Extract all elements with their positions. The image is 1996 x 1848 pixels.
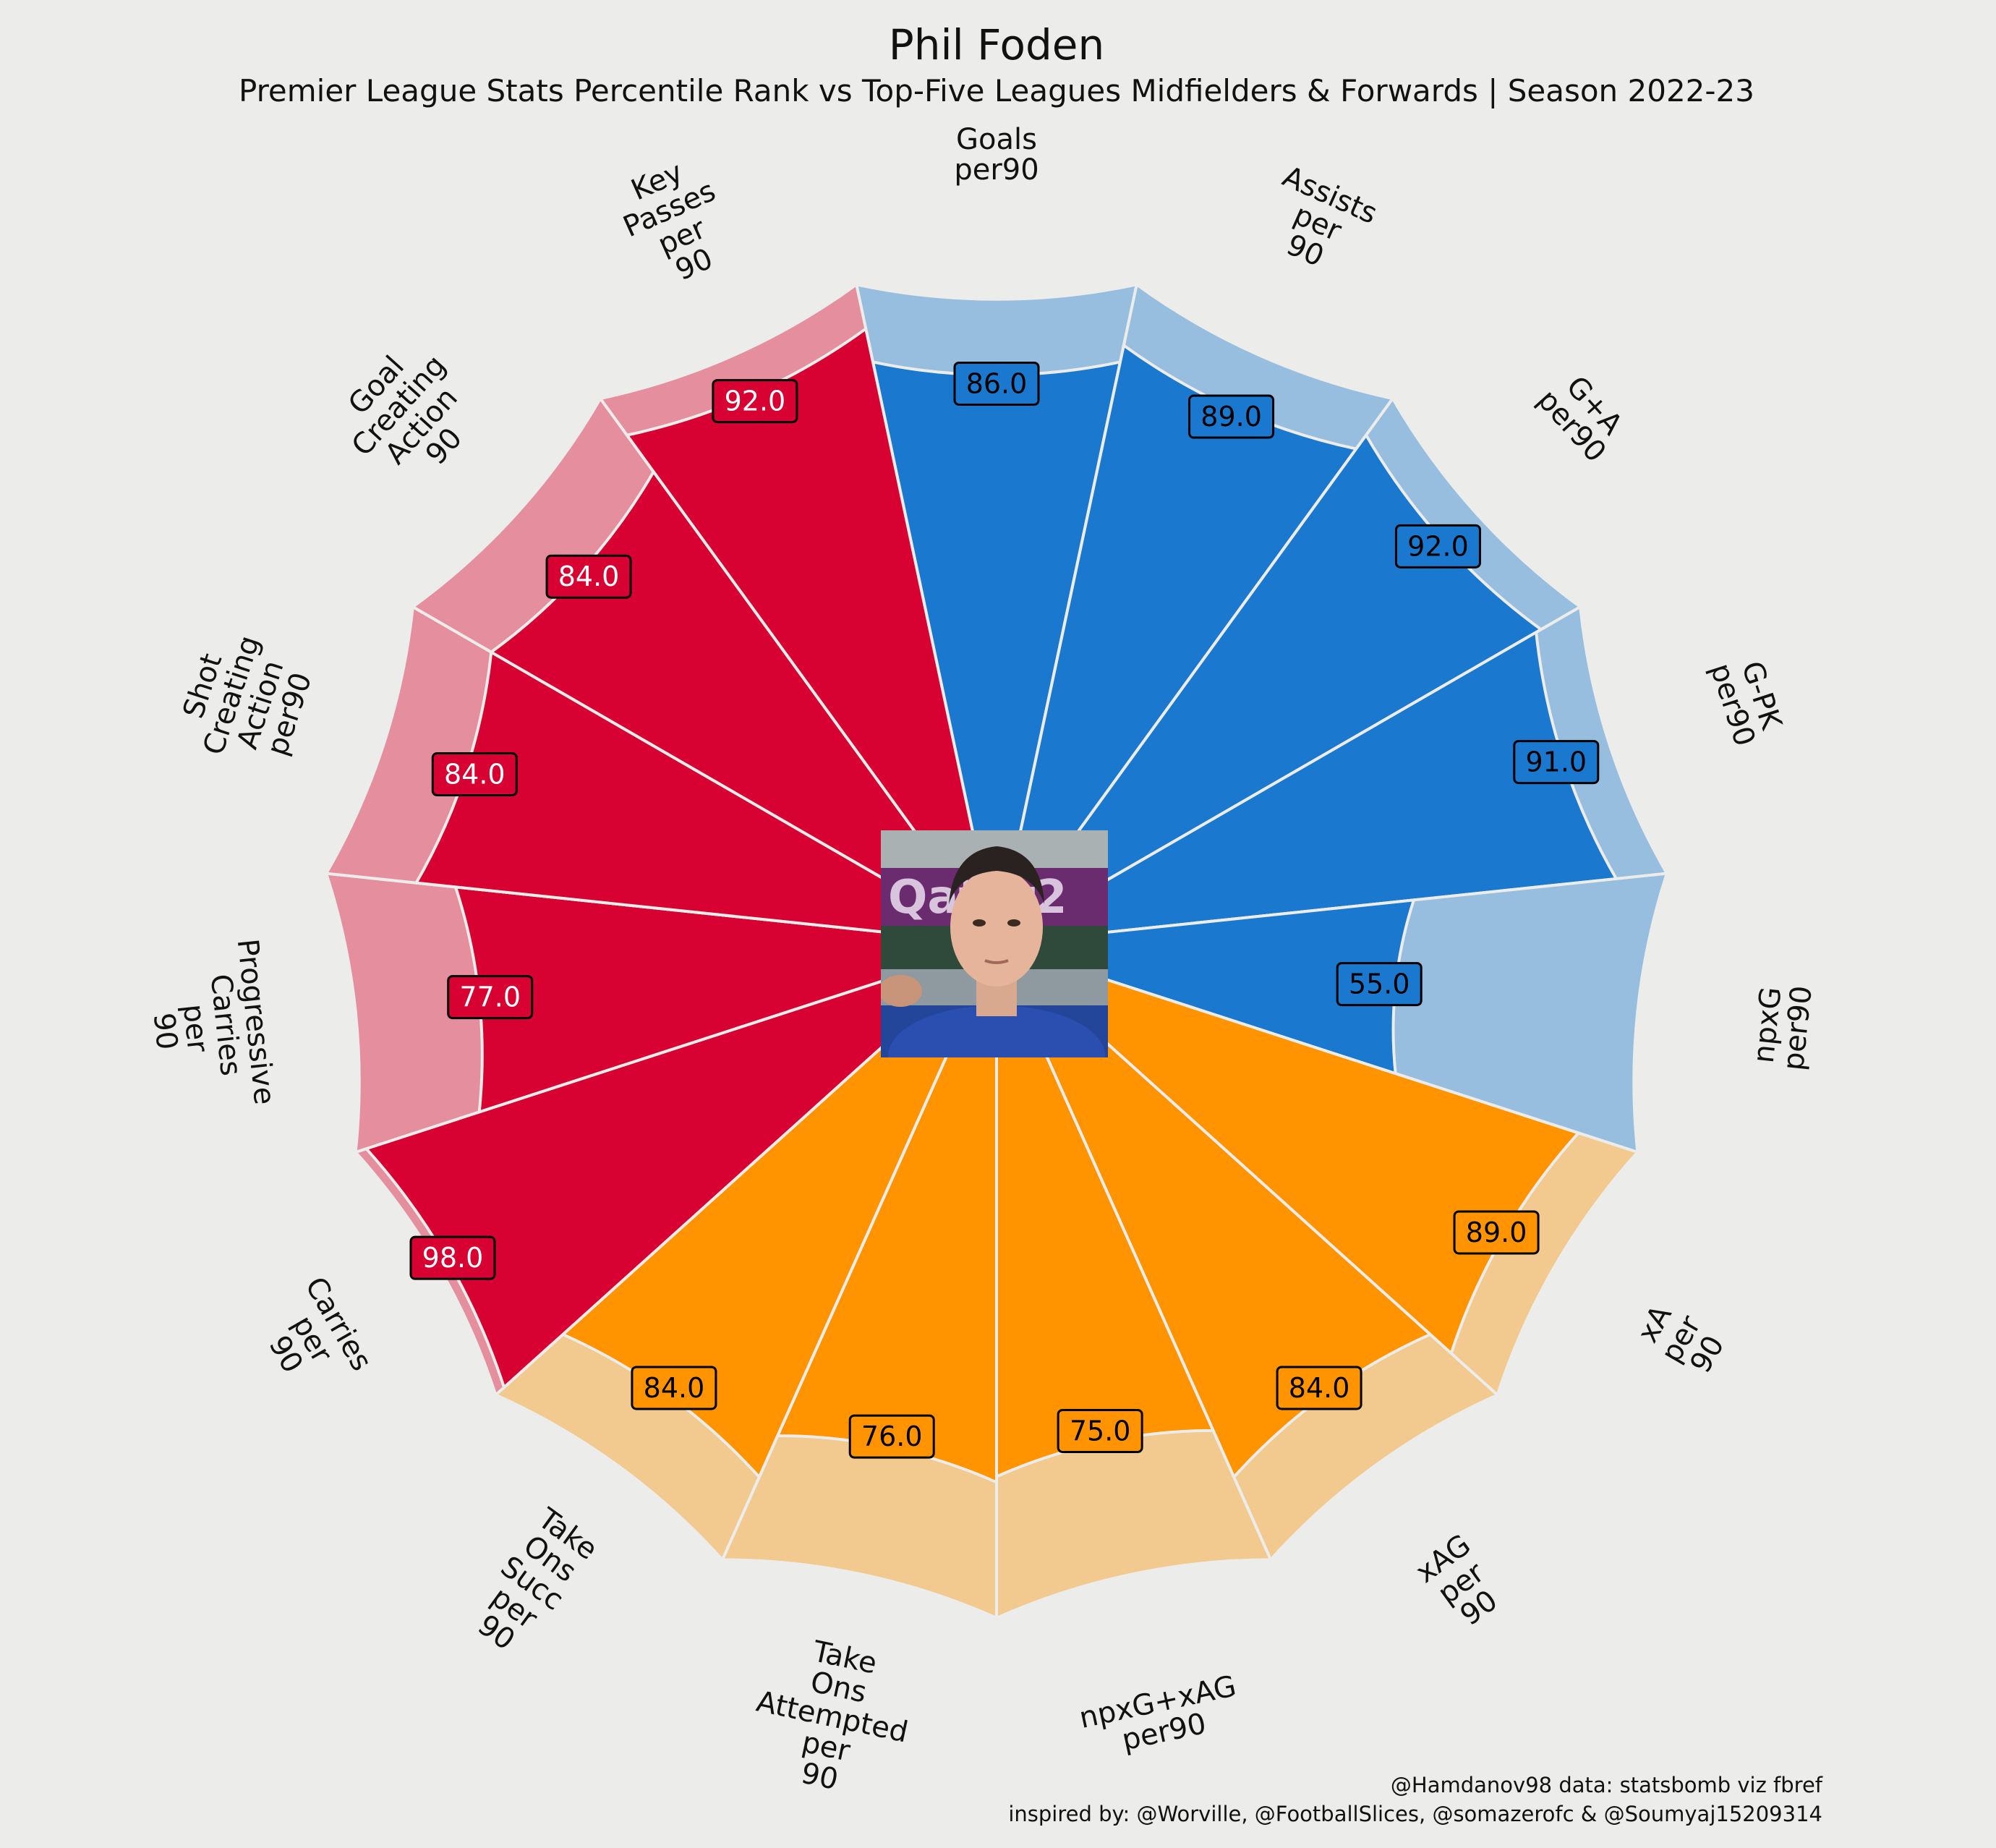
value-label: 76.0	[848, 1414, 935, 1459]
svg-text:55.0: 55.0	[1349, 968, 1410, 1000]
svg-text:86.0: 86.0	[966, 367, 1028, 399]
player-photo: Qatar2	[881, 830, 1108, 1057]
param-label: GoalCreatingAction90	[323, 328, 498, 503]
svg-text:84.0: 84.0	[444, 758, 506, 790]
param-label: npxG+xAGper90	[1076, 1669, 1245, 1765]
svg-text:75.0: 75.0	[1070, 1415, 1131, 1447]
value-label: 75.0	[1057, 1408, 1143, 1453]
value-label: 84.0	[631, 1366, 717, 1410]
value-label: 98.0	[409, 1235, 496, 1280]
param-label: G-PKper90	[1704, 650, 1791, 750]
value-label: 84.0	[545, 554, 632, 599]
value-label: 89.0	[1453, 1210, 1540, 1255]
param-label: Assistsper90	[1253, 160, 1382, 286]
svg-text:89.0: 89.0	[1200, 401, 1262, 433]
chart-subtitle: Premier League Stats Percentile Rank vs …	[239, 73, 1754, 108]
svg-text:91.0: 91.0	[1525, 746, 1587, 778]
value-label: 84.0	[1276, 1366, 1362, 1410]
value-label: 86.0	[953, 361, 1040, 406]
chart-title: Phil Foden	[889, 20, 1104, 69]
slices-layer: 86.0 89.0 92.0 91.0 55.0 89.0 84.0 75.0 76.0 84.0…	[323, 281, 1670, 1621]
svg-text:84.0: 84.0	[644, 1372, 705, 1404]
svg-text:92.0: 92.0	[1407, 530, 1469, 562]
param-label: xAGper90	[1409, 1528, 1512, 1639]
svg-text:89.0: 89.0	[1466, 1217, 1527, 1248]
svg-text:84.0: 84.0	[558, 561, 620, 592]
credit-line-2: inspired by: @Worville, @FootballSlices,…	[1008, 1802, 1822, 1826]
svg-text:98.0: 98.0	[422, 1242, 484, 1274]
param-label: TakeOnsAttemptedper90	[741, 1625, 924, 1809]
param-label: Goals per90	[954, 123, 1038, 187]
svg-text:77.0: 77.0	[459, 982, 521, 1013]
param-label: G+Aper90	[1531, 363, 1635, 469]
credit-line-1: @Hamdanov98 data: statsbomb viz fbref	[1391, 1773, 1823, 1797]
param-label: KeyPassesper90	[606, 147, 745, 300]
value-label: 84.0	[431, 751, 518, 796]
value-label: 92.0	[712, 379, 798, 424]
param-label: TakeOnsSuccper90	[459, 1501, 605, 1666]
param-label: npxGper90	[1746, 981, 1819, 1072]
value-label: 92.0	[1394, 524, 1481, 569]
value-label: 89.0	[1188, 394, 1275, 439]
svg-text:92.0: 92.0	[725, 386, 786, 417]
param-label: ProgressiveCarriesper90	[140, 937, 281, 1116]
param-label: Carriesper90	[246, 1272, 378, 1407]
value-label: 91.0	[1513, 740, 1600, 785]
svg-text:76.0: 76.0	[861, 1421, 923, 1452]
value-label: 77.0	[447, 975, 534, 1020]
svg-text:84.0: 84.0	[1289, 1372, 1350, 1404]
param-label: ShotCreatingActionper90	[168, 622, 324, 778]
param-label: xAper90	[1629, 1295, 1734, 1384]
value-label: 55.0	[1336, 962, 1423, 1007]
